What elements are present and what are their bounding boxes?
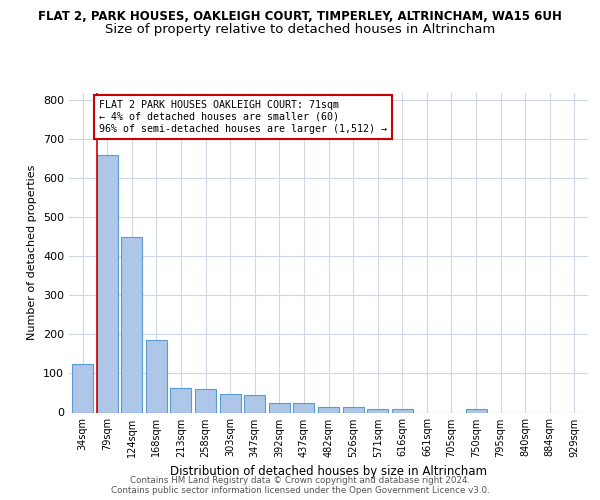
Bar — [392, 410, 413, 412]
Bar — [195, 389, 216, 412]
Text: FLAT 2 PARK HOUSES OAKLEIGH COURT: 71sqm
← 4% of detached houses are smaller (60: FLAT 2 PARK HOUSES OAKLEIGH COURT: 71sqm… — [98, 100, 386, 134]
Bar — [367, 408, 388, 412]
Bar — [97, 155, 118, 412]
Text: Size of property relative to detached houses in Altrincham: Size of property relative to detached ho… — [105, 22, 495, 36]
Bar — [121, 237, 142, 412]
X-axis label: Distribution of detached houses by size in Altrincham: Distribution of detached houses by size … — [170, 465, 487, 478]
Bar — [72, 364, 93, 412]
Y-axis label: Number of detached properties: Number of detached properties — [28, 165, 37, 340]
Text: FLAT 2, PARK HOUSES, OAKLEIGH COURT, TIMPERLEY, ALTRINCHAM, WA15 6UH: FLAT 2, PARK HOUSES, OAKLEIGH COURT, TIM… — [38, 10, 562, 23]
Bar — [318, 406, 339, 412]
Bar — [269, 402, 290, 412]
Bar — [170, 388, 191, 412]
Bar — [293, 402, 314, 412]
Bar — [244, 395, 265, 412]
Bar — [220, 394, 241, 412]
Bar — [146, 340, 167, 412]
Text: Contains HM Land Registry data © Crown copyright and database right 2024.: Contains HM Land Registry data © Crown c… — [130, 476, 470, 485]
Text: Contains public sector information licensed under the Open Government Licence v3: Contains public sector information licen… — [110, 486, 490, 495]
Bar — [343, 406, 364, 412]
Bar — [466, 410, 487, 412]
